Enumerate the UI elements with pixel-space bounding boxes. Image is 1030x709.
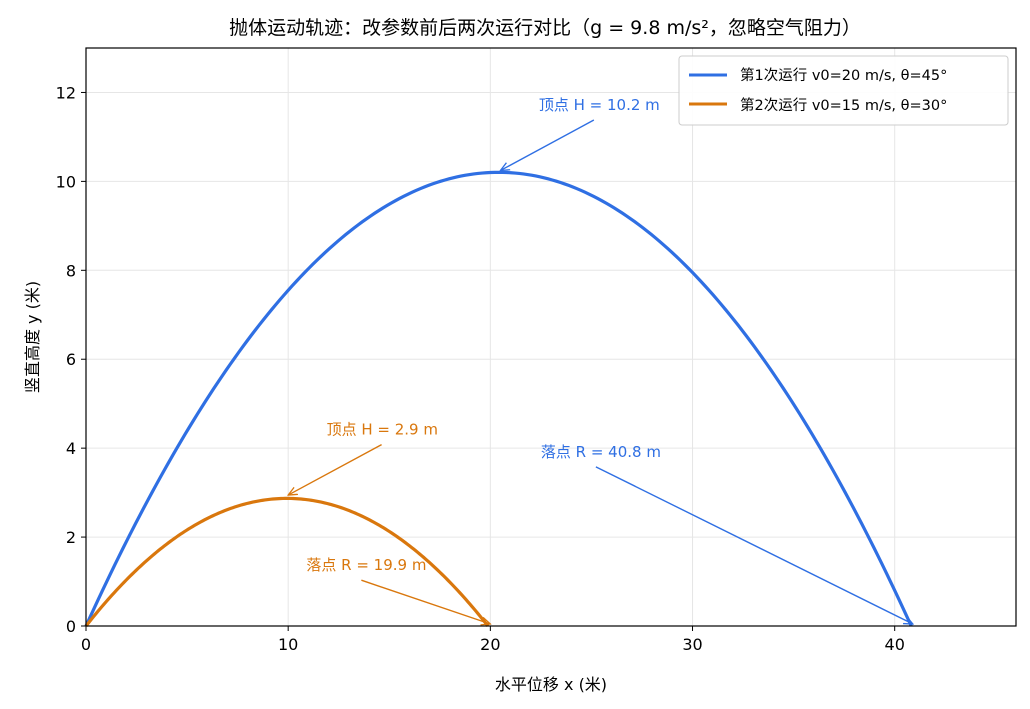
annotation-layer: 顶点 H = 10.2 m 落点 R = 40.8 m 顶点 H = 2.9 m 落点… <box>288 96 913 624</box>
y-tick-label: 0 <box>66 617 76 636</box>
chart-title: 抛体运动轨迹：改参数前后两次运行对比（g = 9.8 m/s²，忽略空气阻力） <box>229 17 861 39</box>
legend-entry-run1: 第1次运行 v0=20 m/s, θ=45° <box>740 66 947 84</box>
y-axis: 0 2 4 6 8 10 12 <box>56 83 86 636</box>
y-tick-label: 12 <box>56 83 76 102</box>
annotation-arrow <box>288 443 382 495</box>
annotation-3: 顶点 H = 2.9 m <box>288 421 438 495</box>
series-layer <box>84 170 913 627</box>
x-tick-label: 10 <box>278 635 298 654</box>
x-tick-label: 0 <box>81 635 91 654</box>
y-tick-label: 8 <box>66 261 76 280</box>
x-axis: 0 10 20 30 40 <box>81 626 905 654</box>
legend-entry-run2: 第2次运行 v0=15 m/s, θ=30° <box>740 96 947 114</box>
annotation-2: 落点 R = 40.8 m <box>541 443 913 624</box>
grid-lines <box>85 48 1016 627</box>
legend-box <box>678 55 1009 126</box>
annotation-arrow <box>595 466 913 624</box>
annotation-label: 顶点 H = 10.2 m <box>539 96 660 114</box>
x-axis-label: 水平位移 x (米) <box>495 675 607 694</box>
annotation-arrow <box>500 119 595 170</box>
plot-frame <box>85 47 1017 627</box>
y-tick-label: 6 <box>66 350 76 369</box>
trajectory-line-run2 <box>84 496 490 627</box>
annotation-label: 落点 R = 40.8 m <box>541 443 661 461</box>
x-tick-label: 40 <box>885 635 905 654</box>
annotation-label: 顶点 H = 2.9 m <box>327 421 438 439</box>
annotation-1: 顶点 H = 10.2 m <box>500 96 660 170</box>
x-tick-label: 30 <box>682 635 702 654</box>
y-tick-label: 4 <box>66 439 76 458</box>
y-tick-label: 2 <box>66 528 76 547</box>
legend: 第1次运行 v0=20 m/s, θ=45° 第2次运行 v0=15 m/s, … <box>678 55 1009 126</box>
annotation-label: 落点 R = 19.9 m <box>306 556 426 574</box>
annotation-4: 落点 R = 19.9 m <box>306 556 490 624</box>
y-axis-label: 竖直高度 y (米) <box>23 281 42 393</box>
x-tick-label: 20 <box>480 635 500 654</box>
trajectory-line-run1 <box>84 170 913 627</box>
y-tick-label: 10 <box>56 172 76 191</box>
annotation-arrow <box>361 579 490 624</box>
